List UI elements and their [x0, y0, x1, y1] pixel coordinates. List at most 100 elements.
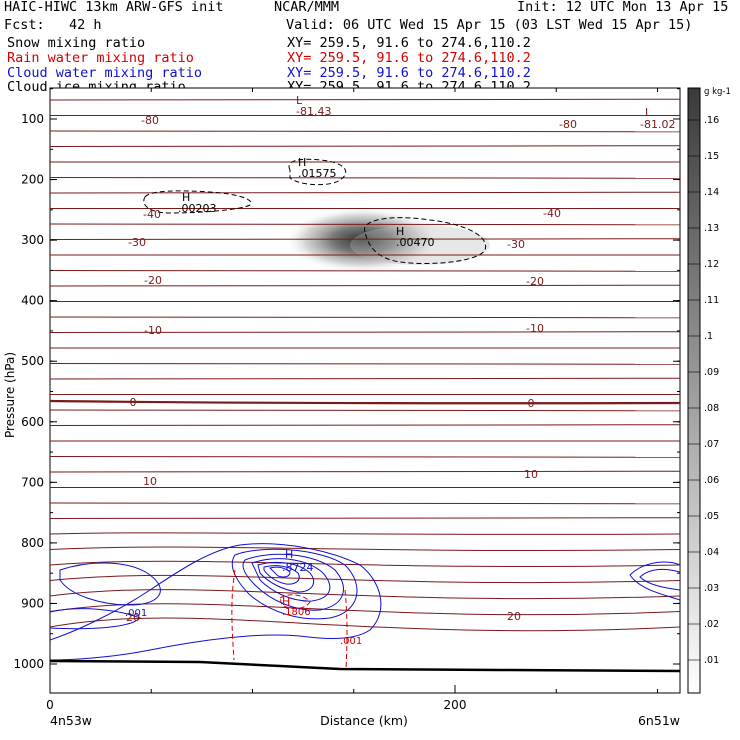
- freezing-level-line: [50, 399, 680, 405]
- y-tick-label: 300: [21, 233, 44, 247]
- isotherm-line: [50, 532, 680, 535]
- y-tick-label: 200: [21, 173, 44, 187]
- valid-time: Valid: 06 UTC Wed 15 Apr 15 (03 LST Wed …: [286, 17, 693, 33]
- isotherm-line: [50, 589, 680, 600]
- colorbar-tick-label: .06: [704, 475, 719, 486]
- high-marker: H: [182, 191, 190, 204]
- colorbar-tick-label: .1: [704, 331, 713, 342]
- colorbar-tick-label: .08: [704, 403, 719, 414]
- isotherm-label: -40: [543, 207, 561, 220]
- colorbar-tick-label: .04: [704, 547, 719, 558]
- terrain-line: [50, 659, 680, 673]
- high-marker: H: [282, 595, 290, 608]
- cloud-water-contours: [50, 543, 680, 661]
- y-tick-label: 600: [21, 415, 44, 429]
- field-label-rain: Rain water mixing ratio: [7, 50, 194, 66]
- isotherm-label: 20: [126, 611, 140, 624]
- temperature-labels: -80 -80 -40 -40 -30 -30 -20 -20 -10 -10 …: [126, 114, 577, 624]
- plot-frame: [49, 87, 681, 694]
- colorbar-tick-label: .15: [704, 151, 719, 162]
- x-tick-label: 200: [444, 698, 467, 712]
- y-tick-label: 900: [21, 596, 44, 610]
- isotherm-label: 10: [143, 475, 157, 488]
- high-value: .8724: [282, 561, 314, 574]
- field-label-snow: Snow mixing ratio: [7, 35, 146, 51]
- ice-contour-main: [364, 217, 487, 264]
- colorbar-tick-label: .01: [704, 655, 719, 666]
- high-marker: H: [396, 225, 404, 238]
- low-value: -81.43: [296, 105, 331, 118]
- high-value: .00470: [396, 236, 435, 249]
- colorbar-tick-label: .07: [704, 439, 719, 450]
- colorbar-tick-label: .13: [704, 223, 719, 234]
- colorbar-tick-label: .14: [704, 187, 719, 198]
- contour-label: .001: [340, 636, 362, 647]
- field-label-cloud-water: Cloud water mixing ratio: [7, 65, 203, 81]
- isotherm-label: -10: [526, 322, 544, 335]
- high-marker: H: [298, 156, 306, 169]
- isotherm-line: [50, 617, 680, 632]
- field-xy-cloud-water: XY= 259.5, 91.6 to 274.6,110.2: [287, 65, 531, 81]
- center-label: NCAR/MMM: [274, 0, 340, 15]
- isotherm-label: -40: [143, 208, 161, 221]
- isotherm-label: 10: [524, 468, 538, 481]
- y-tick-label: 100: [21, 112, 44, 126]
- colorbar-tick-label: .05: [704, 511, 719, 522]
- isotherm-label: -10: [144, 324, 162, 337]
- high-marker: H: [285, 548, 293, 561]
- ice-contour-upper: [288, 158, 347, 186]
- colorbar-tick-label: .16: [704, 115, 719, 126]
- isotherm-label: -80: [141, 114, 159, 127]
- low-marker: L: [645, 106, 652, 119]
- low-value: -81.02: [640, 118, 675, 131]
- isotherm-line: [50, 546, 680, 552]
- colorbar-tick-label: .12: [704, 259, 719, 270]
- y-tick-label: 700: [21, 475, 44, 489]
- y-tick-label: 500: [21, 354, 44, 368]
- extrema-labels: L -81.43 L -81.02: [296, 94, 675, 131]
- colorbar-tick-label: .02: [704, 619, 719, 630]
- isotherm-label: -30: [128, 236, 146, 249]
- field-xy-rain: XY= 259.5, 91.6 to 274.6,110.2: [287, 50, 531, 66]
- colorbar-tick-label: .03: [704, 583, 719, 594]
- isotherm-label: 0: [130, 396, 137, 409]
- low-marker: L: [296, 94, 303, 107]
- colorbar: [687, 87, 701, 694]
- isotherm-label: -20: [526, 275, 544, 288]
- cloud-water-extrema-labels: H .8724 .001: [125, 548, 314, 619]
- y-tick-label: 400: [21, 294, 44, 308]
- colorbar-tick-label: .09: [704, 367, 719, 378]
- colorbar-tick-label: .11: [704, 295, 719, 306]
- field-xy-snow: XY= 259.5, 91.6 to 274.6,110.2: [287, 35, 531, 51]
- isotherm-line: [50, 560, 680, 568]
- y-axis-title: Pressure (hPa): [3, 352, 17, 438]
- rain-extrema-labels: H .1806 .001: [282, 595, 362, 647]
- isotherm-label: -30: [507, 238, 525, 251]
- model-title: HAIC-HIWC 13km ARW-GFS init: [4, 0, 224, 15]
- rain-contours: [231, 569, 348, 671]
- ice-contour-left: [143, 190, 252, 214]
- isotherm-label: 20: [507, 610, 521, 623]
- y-tick-label: 800: [21, 536, 44, 550]
- x-tick-label: 0: [46, 698, 54, 712]
- isotherm-label: 0: [528, 397, 535, 410]
- isotherm-label: -20: [144, 274, 162, 287]
- contour-label: .001: [125, 608, 147, 619]
- high-value: .00203: [178, 202, 217, 215]
- left-endpoint-label: 4n53w: [50, 713, 92, 728]
- init-time: Init: 12 UTC Mon 13 Apr 15: [517, 0, 729, 15]
- right-endpoint-label: 6n51w: [638, 713, 680, 728]
- high-value: .1806: [282, 607, 311, 618]
- x-axis: 0 200: [46, 88, 658, 712]
- colorbar-ticks: .01 .02 .03 .04 .05 .06 .07 .08 .09 .1 .11 .12 .13 .1…: [688, 115, 719, 666]
- y-tick-label: 1000: [13, 657, 44, 671]
- ice-extrema-labels: H .01575 H .00203 H .00470: [178, 156, 435, 249]
- isotherm-line: [50, 574, 680, 584]
- high-value: .01575: [298, 167, 337, 180]
- x-axis-title: Distance (km): [320, 713, 408, 728]
- colorbar-unit: g kg-1: [704, 87, 731, 97]
- forecast-hour: Fcst: 42 h: [4, 17, 102, 33]
- isotherm-label: -80: [559, 118, 577, 131]
